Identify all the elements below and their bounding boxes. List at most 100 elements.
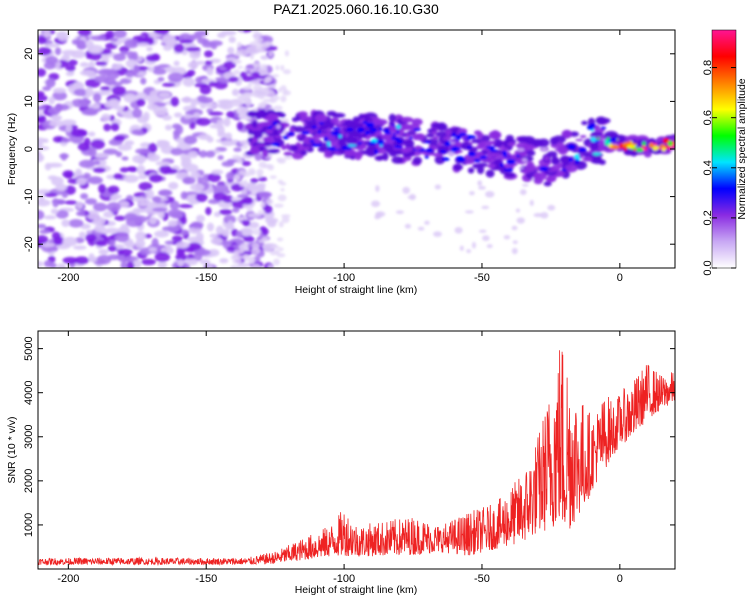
heatmap-cell: [231, 88, 240, 97]
heatmap-cell: [256, 122, 269, 127]
heatmap-cell: [167, 72, 184, 83]
heatmap-x-axis: -200 -150 -100 -50 0: [57, 30, 623, 284]
heatmap-cell: [511, 247, 518, 255]
heatmap-cell: [431, 122, 445, 129]
heatmap-cell: [465, 210, 474, 214]
heatmap-cell: [473, 158, 481, 163]
heatmap-cell: [43, 215, 57, 220]
heatmap-cell: [301, 130, 310, 135]
heatmap-cell: [518, 166, 524, 170]
heatmap-cell: [391, 149, 406, 155]
heatmap-cell: [85, 86, 94, 97]
heatmap-cell: [125, 71, 135, 78]
heatmap-cell: [580, 149, 587, 152]
heatmap-cell: [205, 207, 212, 216]
heatmap-cell: [60, 137, 71, 143]
heatmap-cell: [302, 146, 310, 150]
heatmap-cell: [86, 210, 100, 220]
heatmap-cell: [164, 124, 173, 131]
heatmap-cell: [239, 113, 244, 118]
heatmap-cell: [403, 139, 415, 148]
heatmap-cell: [283, 151, 293, 157]
heatmap-cell: [62, 236, 78, 247]
heatmap-cell: [300, 150, 308, 156]
heatmap-cell: [173, 60, 180, 67]
heatmap-cell: [507, 167, 513, 173]
heatmap-cell: [590, 141, 599, 151]
heatmap-cell: [456, 144, 462, 148]
heatmap-cell: [62, 170, 75, 179]
heatmap-cell: [94, 75, 110, 83]
y-tick-label: 4000: [23, 380, 35, 404]
heatmap-cell: [441, 157, 450, 162]
heatmap-cell: [357, 145, 367, 150]
heatmap-cell: [539, 166, 549, 172]
heatmap-cell: [120, 223, 130, 234]
heatmap-cell: [56, 263, 67, 268]
heatmap-cell: [113, 30, 127, 39]
heatmap-cell: [424, 140, 432, 144]
heatmap-cell: [374, 149, 379, 155]
heatmap-cell: [132, 197, 147, 202]
heatmap-cell: [109, 195, 119, 202]
heatmap-cell: [280, 214, 291, 218]
heatmap-cell: [246, 184, 258, 192]
heatmap-cell: [38, 36, 47, 45]
heatmap-cell: [667, 140, 673, 147]
x-tick-label: -200: [57, 272, 79, 284]
heatmap-cell: [334, 143, 341, 150]
heatmap-cell: [619, 142, 623, 147]
heatmap-cell: [395, 210, 404, 214]
heatmap-cell: [167, 219, 178, 227]
heatmap-cell: [179, 39, 194, 44]
heatmap-cell: [239, 30, 244, 34]
heatmap-cell: [115, 232, 130, 243]
heatmap-cell: [213, 184, 229, 193]
heatmap-cell: [482, 235, 490, 242]
heatmap-cell: [405, 133, 412, 138]
heatmap-cell: [48, 96, 56, 105]
heatmap-cell: [218, 78, 232, 84]
heatmap-cell: [617, 146, 627, 149]
heatmap-cell: [95, 240, 108, 247]
heatmap-cell: [346, 127, 354, 132]
heatmap-cell: [88, 147, 97, 158]
heatmap-cell: [266, 149, 280, 154]
heatmap-cell: [243, 236, 255, 243]
chart-title: PAZ1.2025.060.16.10.G30: [273, 1, 439, 17]
heatmap-cell: [49, 119, 64, 127]
heatmap-cell: [246, 204, 253, 212]
heatmap-cell: [365, 122, 375, 128]
snr-y-label: SNR (10 * v/v): [6, 416, 18, 483]
heatmap-cell: [331, 112, 346, 118]
heatmap-cell: [418, 134, 425, 138]
heatmap-cell: [235, 230, 243, 238]
heatmap-cell: [254, 37, 264, 43]
heatmap-cell: [659, 146, 663, 150]
heatmap-cell: [661, 147, 666, 152]
heatmap-cell: [145, 54, 160, 62]
heatmap-cell: [103, 211, 114, 218]
heatmap-cell: [147, 151, 157, 161]
heatmap-cell: [454, 226, 463, 234]
heatmap-cell: [278, 221, 284, 228]
heatmap-cell: [247, 82, 253, 88]
heatmap-cell: [236, 41, 242, 48]
heatmap-cell: [648, 142, 654, 149]
heatmap-cell: [464, 158, 475, 165]
heatmap-cell: [289, 127, 295, 133]
heatmap-cell: [208, 81, 217, 87]
heatmap-cell: [287, 144, 299, 152]
heatmap-cell: [44, 192, 58, 197]
heatmap-cell: [45, 43, 60, 48]
heatmap-cell: [180, 191, 188, 200]
heatmap-cell: [173, 112, 183, 118]
colorbar-label: Normalized spectral amplitude: [736, 78, 748, 219]
heatmap-cell: [458, 132, 467, 137]
heatmap-cell: [252, 84, 263, 91]
heatmap-cell: [575, 138, 584, 142]
heatmap-cell: [154, 252, 171, 262]
heatmap-cell: [78, 159, 95, 169]
heatmap-cell: [38, 110, 44, 117]
heatmap-cell: [479, 155, 488, 160]
